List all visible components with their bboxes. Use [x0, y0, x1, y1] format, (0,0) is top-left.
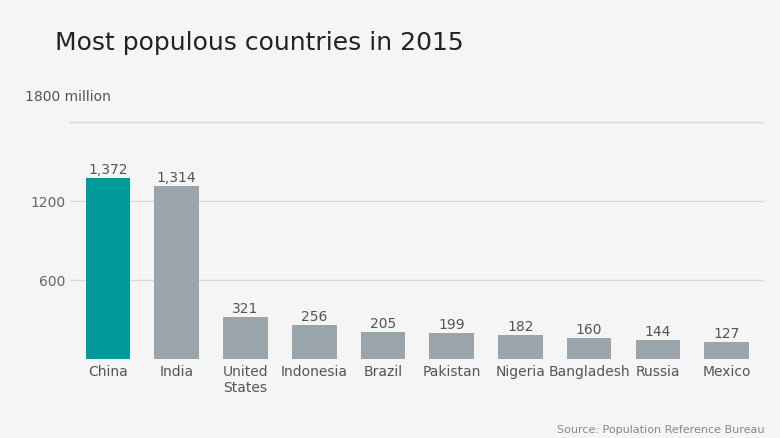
Text: 1,314: 1,314: [157, 170, 197, 184]
Bar: [223, 317, 268, 359]
Bar: [429, 333, 474, 359]
Text: 199: 199: [438, 317, 465, 331]
Bar: [567, 338, 612, 359]
Bar: [704, 343, 749, 359]
Bar: [154, 187, 199, 359]
Text: 182: 182: [507, 319, 534, 333]
Text: 1800 million: 1800 million: [25, 90, 111, 104]
Text: 256: 256: [301, 310, 328, 324]
Text: Source: Population Reference Bureau: Source: Population Reference Bureau: [557, 424, 764, 434]
Text: 205: 205: [370, 316, 396, 330]
Bar: [292, 325, 336, 359]
Text: 144: 144: [645, 324, 671, 338]
Bar: [636, 340, 680, 359]
Text: 321: 321: [232, 301, 259, 315]
Text: 1,372: 1,372: [88, 163, 128, 177]
Text: Most populous countries in 2015: Most populous countries in 2015: [55, 31, 463, 55]
Bar: [360, 332, 406, 359]
Text: 160: 160: [576, 322, 602, 336]
Bar: [498, 335, 543, 359]
Text: 127: 127: [714, 327, 739, 340]
Bar: [86, 179, 130, 359]
